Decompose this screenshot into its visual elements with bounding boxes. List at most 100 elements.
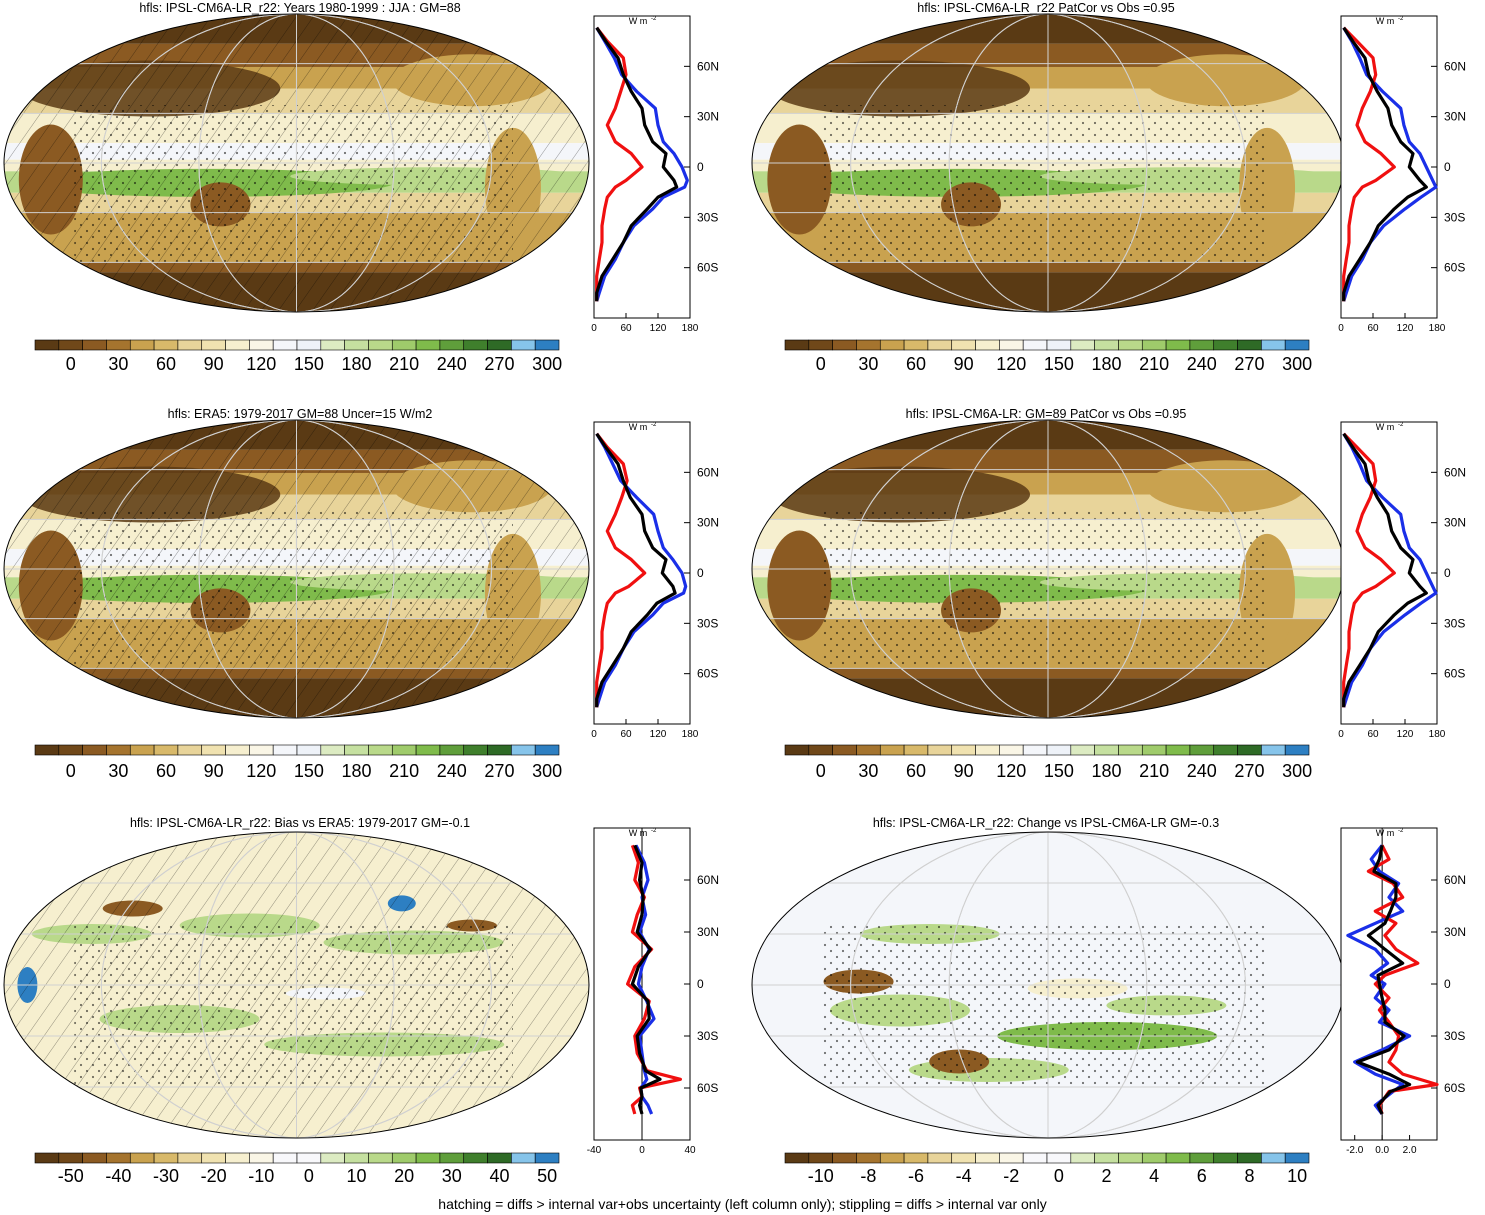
colorbar-bin: [808, 744, 833, 756]
y-tick-label: 30N: [697, 110, 719, 124]
zonal-profile: W m -2 60N 30N 0 30S 60S 0 60 120 180: [1338, 15, 1466, 334]
colorbar-bin: [487, 744, 512, 756]
colorbar-bin: [534, 1152, 560, 1164]
colorbar-tick-label: 300: [1282, 761, 1312, 781]
colorbar-tick-label: 120: [246, 354, 276, 374]
colorbar-bin: [832, 1152, 857, 1164]
colorbar-bin: [856, 339, 881, 351]
colorbar-bin: [927, 744, 953, 756]
colorbar-bin: [249, 339, 274, 351]
colorbar: 0 30 60 90 120 150 180 210 240 270 300: [784, 744, 1312, 781]
colorbar-tick-label: 20: [394, 1166, 414, 1186]
eurasia-shape: [770, 466, 1030, 523]
colorbar-tick-label: 30: [442, 1166, 462, 1186]
x-tick-label: -2.0: [1346, 1145, 1364, 1156]
y-tick-label: 0: [1444, 566, 1451, 580]
x-tick-label: 0: [1338, 729, 1344, 740]
panel-title: hfls: ERA5: 1979-2017 GM=88 Uncer=15 W/m…: [168, 407, 433, 421]
colorbar-bin: [999, 339, 1024, 351]
x-tick-label: 0: [1338, 323, 1344, 334]
y-tick-label: 30N: [697, 516, 719, 530]
panel-title: hfls: IPSL-CM6A-LR_r22: Change vs IPSL-C…: [873, 816, 1219, 830]
series-line-red: [595, 432, 647, 708]
series-line-red: [1342, 432, 1396, 708]
colorbar-bin: [951, 339, 976, 351]
colorbar-bin: [975, 1152, 1000, 1164]
colorbar-bin: [463, 1152, 488, 1164]
colorbar-bin: [1070, 1152, 1095, 1164]
y-tick-label: 0: [697, 977, 704, 991]
colorbar-bin: [463, 744, 488, 756]
colorbar-bin: [975, 339, 1000, 351]
colorbar-tick-label: 0: [66, 761, 76, 781]
panel-title: hfls: IPSL-CM6A-LR_r22 PatCor vs Obs =0.…: [917, 1, 1174, 15]
colorbar-bin: [415, 339, 441, 351]
colorbar-bin: [296, 744, 322, 756]
y-tick-label: 30N: [1444, 925, 1466, 939]
colorbar-tick-label: 240: [1187, 354, 1217, 374]
colorbar-bin: [1237, 1152, 1262, 1164]
panel-6: hfls: IPSL-CM6A-LR_r22: Change vs IPSL-C…: [751, 816, 1466, 1186]
series-line-blue: [1346, 844, 1412, 1115]
y-tick-label: 30S: [697, 210, 718, 224]
x-tick-label: 120: [650, 729, 667, 740]
y-tick-label: 30S: [697, 616, 718, 630]
colorbar-tick-label: 90: [204, 354, 224, 374]
africa-shape: [767, 124, 832, 235]
x-tick-label: 60: [1367, 323, 1379, 334]
colorbar-bin: [1046, 744, 1072, 756]
colorbar-bin: [951, 744, 976, 756]
colorbar-bin: [201, 744, 226, 756]
colorbar-bin: [511, 744, 536, 756]
colorbar-bin: [927, 1152, 953, 1164]
y-tick-label: 60N: [697, 465, 719, 479]
map-border: [3, 419, 590, 719]
colorbar-bin: [415, 744, 441, 756]
colorbar-tick-label: 50: [537, 1166, 557, 1186]
x-tick-label: 0: [591, 323, 597, 334]
colorbar-tick-label: -2: [1003, 1166, 1019, 1186]
colorbar-bin: [1284, 339, 1310, 351]
colorbar-bin: [1141, 1152, 1167, 1164]
colorbar-tick-label: -4: [956, 1166, 972, 1186]
colorbar-tick-label: 40: [489, 1166, 509, 1186]
colorbar-bin: [975, 744, 1000, 756]
north-america-shape: [1145, 54, 1306, 107]
colorbar-tick-label: 150: [1044, 761, 1074, 781]
colorbar-tick-label: 0: [66, 354, 76, 374]
colorbar-bin: [439, 744, 465, 756]
colorbar-tick-label: 180: [1092, 761, 1122, 781]
colorbar-bin: [320, 1152, 345, 1164]
eurasia-shape: [770, 60, 1030, 117]
y-tick-label: 60S: [697, 1081, 718, 1095]
y-tick-label: 0: [697, 160, 704, 174]
colorbar-bin: [391, 339, 417, 351]
colorbar-bin: [1022, 1152, 1048, 1164]
colorbar-bin: [1070, 744, 1095, 756]
colorbar-bin: [879, 1152, 905, 1164]
colorbar-tick-label: -10: [248, 1166, 274, 1186]
units-label: W m: [1376, 422, 1395, 432]
x-tick-label: 40: [684, 1145, 696, 1156]
colorbar-bin: [391, 744, 417, 756]
colorbar-tick-label: -20: [201, 1166, 227, 1186]
colorbar-bin: [153, 744, 179, 756]
series-line-red: [1342, 26, 1396, 302]
panel-title: hfls: IPSL-CM6A-LR: GM=89 PatCor vs Obs …: [906, 407, 1187, 421]
units-exponent: -2: [651, 422, 657, 428]
colorbar-tick-label: -6: [908, 1166, 924, 1186]
map-field: [4, 13, 589, 312]
y-tick-label: 0: [1444, 977, 1451, 991]
colorbar-tick-label: 10: [347, 1166, 367, 1186]
colorbar-bin: [1237, 339, 1262, 351]
colorbar: 0 30 60 90 120 150 180 210 240 270 300: [34, 339, 562, 374]
colorbar-tick-label: -50: [58, 1166, 84, 1186]
colorbar-tick-label: -40: [105, 1166, 131, 1186]
colorbar-bin: [153, 339, 179, 351]
colorbar-bin: [1213, 1152, 1238, 1164]
colorbar-bin: [1261, 339, 1286, 351]
colorbar-bin: [1094, 744, 1119, 756]
colorbar-tick-label: 0: [304, 1166, 314, 1186]
colorbar-bin: [1261, 744, 1286, 756]
